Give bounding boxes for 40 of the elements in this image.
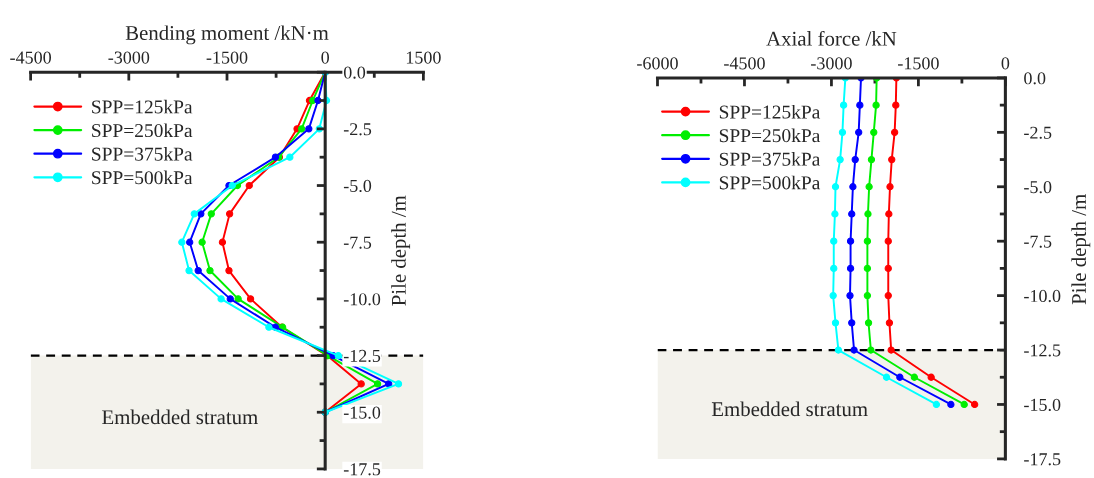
x-axis-title: Bending moment /kN·m — [125, 25, 329, 45]
x-tick-label: -4500 — [10, 51, 52, 64]
legend-label: SPP=375kPa — [719, 152, 821, 166]
y-tick-label: -10.0 — [343, 293, 381, 306]
y-tick-label: -17.5 — [1024, 453, 1061, 466]
band-label: Embedded stratum — [711, 401, 868, 417]
y-tick-label: -17.5 — [343, 463, 381, 476]
y-tick-label: -15.0 — [343, 406, 381, 419]
y-tick-label: -7.5 — [1024, 235, 1052, 248]
y-axis-title: Pile depth /m — [391, 195, 411, 306]
legend-label: SPP=250kPa — [92, 123, 193, 138]
y-tick-label: 0.0 — [1024, 72, 1046, 85]
y-tick-label: -12.5 — [1024, 344, 1061, 357]
y-tick-label: 0.0 — [343, 66, 366, 79]
y-tick-label: -15.0 — [1024, 398, 1061, 411]
band-label: Embedded stratum — [102, 409, 258, 425]
legend-label: SPP=500kPa — [719, 175, 821, 190]
y-axis-title: Pile depth /m — [1071, 194, 1091, 305]
y-tick-label: -2.5 — [1024, 126, 1052, 139]
legend-label: SPP=500kPa — [92, 170, 193, 185]
x-tick-label: -3000 — [108, 51, 150, 64]
x-tick-label: -4500 — [724, 57, 765, 70]
y-tick-label: -5.0 — [343, 179, 372, 193]
x-axis-title: Axial force /kN — [766, 30, 897, 46]
y-tick-label: -12.5 — [343, 349, 381, 363]
x-tick-label: -3000 — [811, 57, 852, 70]
y-tick-label: -5.0 — [1024, 181, 1052, 194]
legend-label: SPP=250kPa — [719, 128, 821, 143]
x-tick-label: 0 — [321, 51, 330, 64]
x-tick-label: 0 — [1001, 57, 1010, 70]
y-tick-label: -2.5 — [343, 123, 372, 136]
legend-label: SPP=375kPa — [92, 147, 193, 161]
x-tick-label: -1500 — [206, 51, 248, 64]
x-tick-label: 1500 — [406, 51, 441, 64]
x-tick-label: -1500 — [898, 57, 939, 70]
y-tick-label: -10.0 — [1024, 289, 1061, 303]
legend-label: SPP=125kPa — [92, 99, 193, 114]
legend-label: SPP=125kPa — [719, 104, 821, 119]
y-tick-label: -7.5 — [343, 236, 372, 249]
x-tick-label: -6000 — [637, 57, 678, 70]
